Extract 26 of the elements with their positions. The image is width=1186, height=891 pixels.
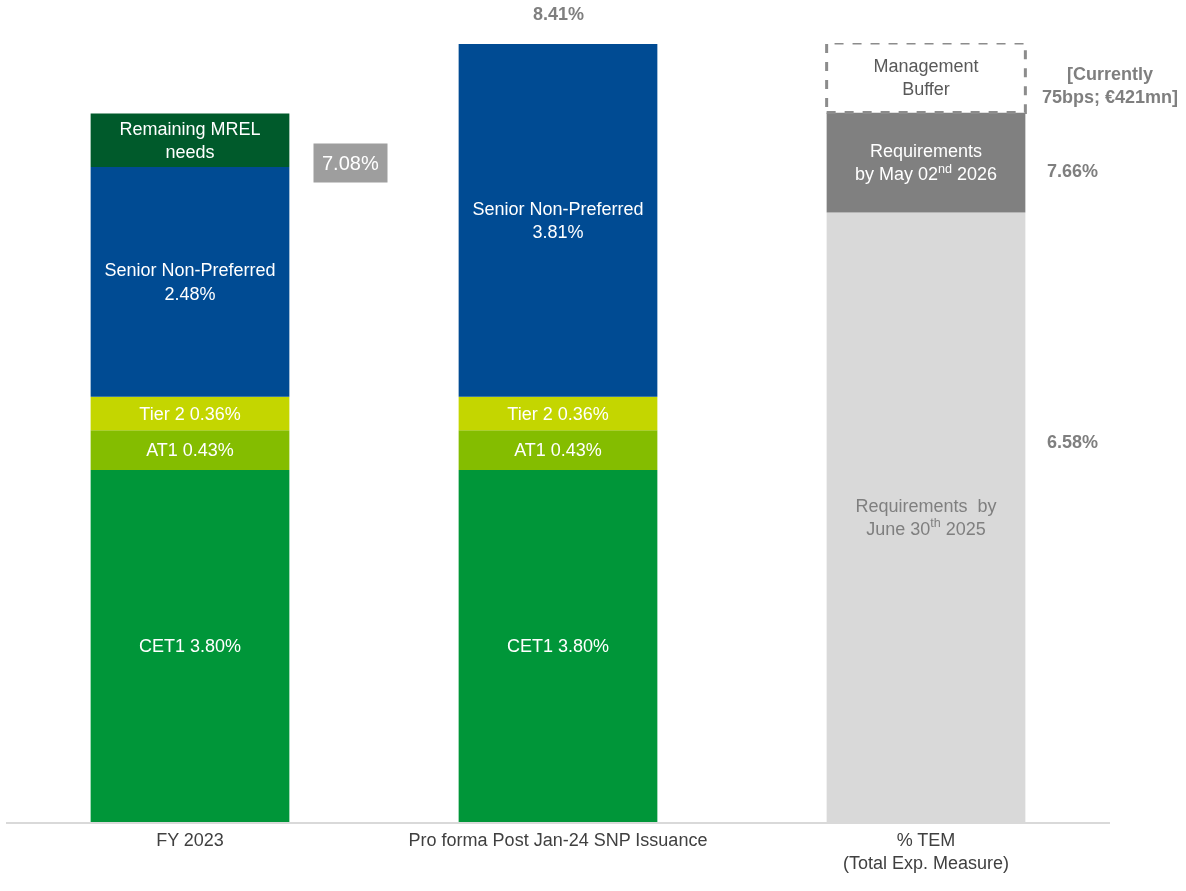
annotation: [Currently 75bps; €421mn] <box>1042 64 1179 108</box>
data-label: Management Buffer <box>873 56 979 100</box>
annotation: 6.58% <box>1047 432 1099 452</box>
bar <box>458 43 658 397</box>
bar <box>90 430 290 471</box>
bar <box>458 430 658 471</box>
annotation: 7.08% <box>322 152 379 174</box>
data-label: Tier 2 0.36% <box>139 403 241 424</box>
data-label: Requirements by June 30$^{th}$ 2025 <box>855 495 997 539</box>
text: 8.41% <box>533 4 585 24</box>
data-label: Remaining MREL needs <box>119 118 261 162</box>
data-label: AT1 0.43% <box>514 440 602 461</box>
bar <box>458 470 658 822</box>
data-label: Senior Non-Preferred 2.48% <box>104 260 276 304</box>
data-label: AT1 0.43% <box>146 440 234 461</box>
bar <box>90 167 290 397</box>
bar <box>90 470 290 822</box>
x-tick-label: FY 2023 <box>156 829 224 850</box>
data-label: Tier 2 0.36% <box>507 403 609 424</box>
x-tick-label: Pro forma Post Jan-24 SNP Issuance <box>408 829 708 850</box>
data-label: CET1 3.80% <box>506 636 610 657</box>
data-label: CET1 3.80% <box>138 636 242 657</box>
data-label: Senior Non-Preferred 3.81% <box>472 198 644 243</box>
annotation: 7.66% <box>1047 161 1099 181</box>
data-label: Requirements by May 02$^{nd}$ 2026 <box>854 140 998 185</box>
x-tick-label: % TEM (Total Exp. Measure) <box>842 829 1010 873</box>
